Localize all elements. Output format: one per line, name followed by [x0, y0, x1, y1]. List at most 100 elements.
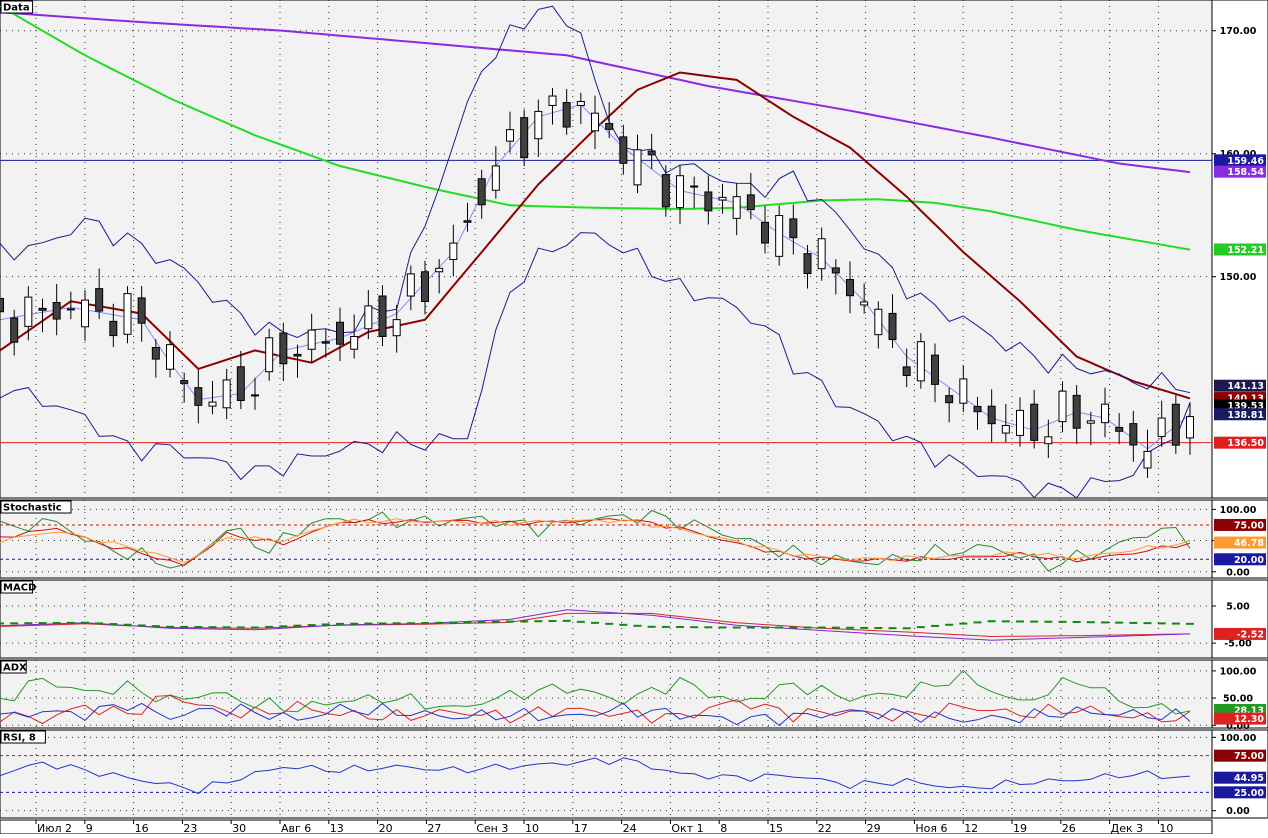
x-tick-label: 8 — [720, 822, 727, 834]
candle-down — [378, 295, 387, 338]
candle-up — [1001, 425, 1010, 434]
candle-up — [307, 329, 316, 350]
candle-up — [534, 110, 543, 140]
price-tag — [1214, 408, 1266, 421]
candle-down — [1115, 426, 1124, 432]
x-tick-label: 19 — [1013, 822, 1027, 834]
panel-title-box — [0, 500, 72, 514]
candle-down — [605, 122, 614, 130]
panel-title: ADX — [3, 663, 27, 674]
y-tick-label: 0.00 — [1226, 721, 1250, 732]
x-tick-label: 15 — [769, 822, 783, 834]
x-tick-label: Ноя 6 — [915, 822, 947, 834]
candle-down — [945, 395, 954, 404]
candle-up — [506, 129, 514, 142]
price-tag-label: 12.30 — [1234, 714, 1264, 725]
candle-up — [718, 196, 727, 201]
panel-macd: -5.00 5.00 -2.52 MACD — [0, 579, 1268, 659]
panel-axis-area — [1211, 579, 1268, 659]
price-tag — [1214, 165, 1266, 178]
panel-title: Data — [3, 3, 30, 14]
candle-up — [1058, 390, 1067, 423]
candle-down — [279, 332, 288, 365]
series-adx-red — [0, 694, 1191, 725]
price-tag-label: 138.81 — [1227, 410, 1264, 421]
candle-down — [902, 366, 911, 377]
panel-title-box — [0, 580, 34, 594]
price-tag — [1214, 712, 1266, 725]
candle-up — [775, 215, 784, 257]
panel-title: RSI, 8 — [3, 733, 36, 744]
candle-down — [846, 279, 854, 297]
panel-plot-area — [0, 659, 1213, 729]
candle-down — [789, 218, 798, 239]
candle-up — [491, 165, 500, 191]
y-tick-label: 170.00 — [1220, 26, 1257, 37]
panel-title-box — [0, 0, 34, 14]
price-tag-label: 75.00 — [1234, 520, 1264, 531]
candle-down — [421, 271, 429, 302]
series-adx-green — [0, 669, 1191, 715]
panel-plot-area — [0, 579, 1213, 659]
price-tag — [1214, 553, 1266, 566]
candle-up — [1157, 417, 1166, 437]
candle-down — [647, 150, 656, 156]
candle-down — [293, 353, 302, 357]
x-axis-strip — [0, 819, 1213, 835]
price-tag-label: 46.78 — [1234, 538, 1264, 549]
panel-title-box — [0, 730, 46, 744]
x-tick-label: Дек 3 — [1111, 822, 1144, 834]
price-tag-label: 75.00 — [1234, 751, 1264, 762]
x-tick-label: 29 — [867, 822, 881, 834]
panel-title: MACD — [3, 583, 36, 594]
candle-up — [1016, 409, 1024, 436]
x-tick-label: 20 — [379, 822, 393, 834]
candle-up — [350, 335, 359, 350]
candle-down — [336, 321, 344, 345]
candle-down — [1171, 403, 1180, 446]
candle-down — [761, 221, 769, 244]
price-tag — [1214, 436, 1266, 449]
x-tick-label: 10 — [1159, 822, 1173, 834]
price-tag-label: 141.13 — [1227, 381, 1264, 392]
series-ma-green — [0, 5, 1191, 251]
candle-up — [676, 175, 684, 209]
panel-title: Stochastic — [3, 503, 62, 514]
candle-up — [364, 305, 373, 330]
panel-content — [0, 730, 1212, 818]
candle-up — [817, 238, 826, 270]
y-tick-label: 100.00 — [1220, 505, 1257, 516]
price-tag-label: 152.21 — [1227, 245, 1264, 256]
price-tag-label: 158.54 — [1227, 167, 1264, 178]
panel-content — [0, 580, 1212, 658]
price-tag — [1214, 786, 1266, 799]
candle-up — [732, 196, 741, 219]
candle-down — [562, 102, 571, 128]
candle-down — [831, 267, 840, 274]
candle-down — [194, 387, 203, 406]
candle-down — [321, 341, 330, 344]
candle-down — [803, 253, 812, 275]
candle-up — [576, 100, 585, 107]
price-tag — [1214, 154, 1266, 167]
candle-down — [38, 307, 47, 311]
candle-up — [916, 341, 925, 382]
x-tick-label: 22 — [818, 822, 832, 834]
panel-content — [0, 0, 1212, 498]
candle-up — [1143, 450, 1152, 469]
candle-up — [591, 112, 599, 132]
price-tag-label: -2.52 — [1237, 629, 1264, 640]
candle-down — [520, 117, 529, 159]
series-rsi-blue — [0, 757, 1191, 795]
candle-down — [137, 297, 146, 324]
y-tick-label: -5.00 — [1224, 639, 1252, 650]
x-tick-label: 27 — [427, 822, 441, 834]
x-tick-label: Сен 3 — [476, 822, 508, 834]
candle-up — [1101, 403, 1109, 424]
panel-rsi: 0.00 100.00 75.00 44.95 25.00 RSI, 8 — [0, 729, 1268, 819]
candle-down — [52, 302, 61, 320]
candle-down — [10, 317, 19, 343]
